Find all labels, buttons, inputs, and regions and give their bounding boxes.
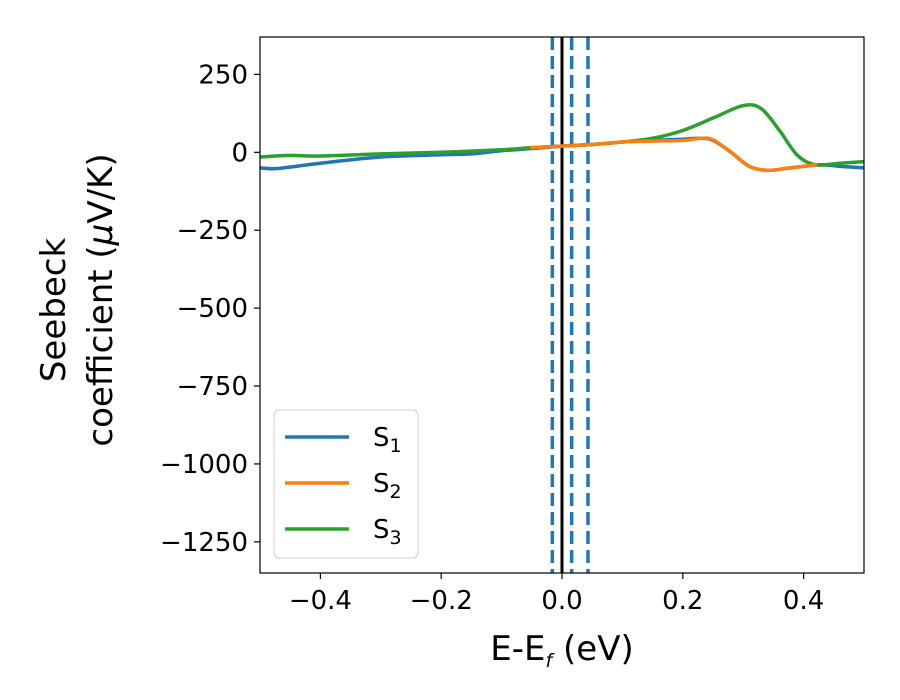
x-axis: −0.4 −0.2 0.0 0.2 0.4 [289,573,824,616]
x-tick-label: 0.2 [662,586,703,616]
y-tick-label: −750 [177,372,248,402]
reference-lines [550,37,590,573]
legend-label-s2: S2 [373,469,402,503]
series-lines [260,103,864,173]
y-tick-label: −1250 [160,528,248,558]
y-axis-label-line2: coefficient (μV/K) [81,153,121,446]
x-tick-label: −0.4 [289,586,352,616]
y-tick-label: 250 [198,60,248,90]
y-axis-label-line1: Seebeck [34,238,74,383]
y-axis: 250 0 −250 −500 −750 −1000 −1250 [160,60,260,558]
x-axis-label: E-Ef (eV) [490,629,633,672]
legend: S1 S2 S3 [273,409,419,559]
legend-label-s3: S3 [373,515,402,549]
y-axis-label: Seebeck coefficient (μV/K) [34,153,121,446]
x-tick-label: 0.0 [541,586,582,616]
x-tick-label: −0.2 [410,586,473,616]
y-tick-label: 0 [231,138,248,168]
series-line-s2 [530,136,818,173]
x-tick-label: 0.4 [783,586,824,616]
legend-label-s1: S1 [373,423,402,457]
y-tick-label: −250 [177,216,248,246]
y-tick-label: −1000 [160,450,248,480]
y-tick-label: −500 [177,294,248,324]
